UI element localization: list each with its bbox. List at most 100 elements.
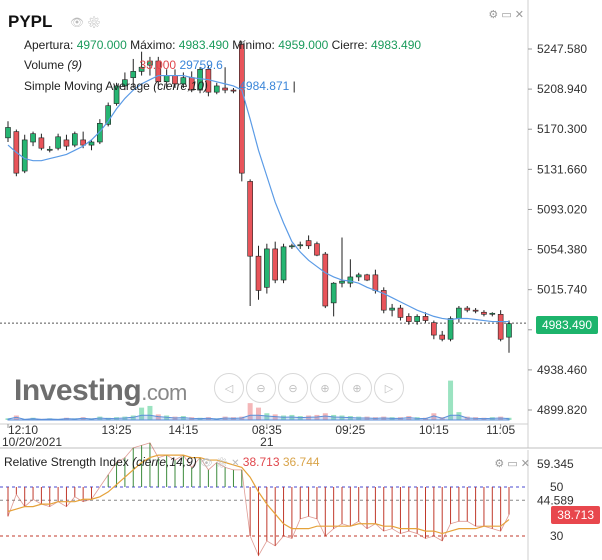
- candle-body: [63, 139, 70, 147]
- close-icon[interactable]: ✕: [514, 9, 524, 21]
- price-tick-label: 4938.460: [537, 363, 587, 377]
- candle-body: [280, 246, 287, 281]
- scroll-right-button[interactable]: ▷: [374, 373, 404, 403]
- rsi-tick-label: 59.345: [537, 457, 574, 471]
- rsi-signal-line: [7, 454, 510, 535]
- candle-body: [314, 243, 320, 256]
- rsi-tick-label: 44.589: [537, 493, 574, 507]
- candle-body: [422, 316, 429, 321]
- candle-body: [347, 276, 354, 284]
- volume-bar: [289, 414, 295, 420]
- volume-value: 33.000: [139, 58, 177, 72]
- time-tick-label: 14:15: [168, 423, 198, 437]
- volume-bar: [139, 407, 145, 420]
- candle-body: [197, 69, 203, 91]
- rsi-close-icon[interactable]: ✕: [520, 458, 530, 470]
- rsi-settings-icon[interactable]: ⚙: [494, 458, 505, 470]
- rsi-eye-icon[interactable]: 👁 ⚙ ✕: [200, 458, 240, 469]
- settings-icon[interactable]: ⚙: [488, 9, 499, 21]
- candle-body: [380, 290, 387, 311]
- candle-body: [230, 89, 237, 92]
- candle-body: [405, 316, 412, 322]
- candle-body: [113, 85, 120, 104]
- candle-body: [247, 181, 253, 257]
- volume-bar: [331, 414, 337, 420]
- high-label: Máximo:: [130, 38, 176, 52]
- candle-body: [38, 137, 45, 149]
- zoom-out-button[interactable]: ⊖: [246, 373, 276, 403]
- candle-body: [289, 245, 295, 248]
- volume-param: (9): [67, 58, 83, 72]
- volume-legend: Volume (9) 33.000 29759.6: [24, 58, 223, 72]
- candle-body: [497, 314, 504, 340]
- volume-bar: [431, 413, 437, 420]
- candle-body: [21, 139, 28, 172]
- candle-body: [264, 248, 270, 288]
- candle-body: [55, 136, 61, 149]
- candle-body: [222, 87, 228, 91]
- open-label: Apertura:: [24, 38, 74, 52]
- volume-average-area: [7, 414, 510, 421]
- minimize-icon[interactable]: ▭: [501, 9, 512, 21]
- scroll-left-button[interactable]: ◁: [214, 373, 244, 403]
- rsi-tick-label: 30: [550, 529, 564, 543]
- candle-body: [5, 127, 11, 139]
- high-value: 4983.490: [178, 38, 229, 52]
- candle-body: [80, 139, 86, 146]
- rsi-tick-label: 50: [550, 480, 564, 494]
- price-tick-label: 5208.940: [537, 82, 587, 96]
- candle-body: [506, 323, 512, 338]
- candle-body: [372, 274, 379, 291]
- zoom-in-button[interactable]: ⊕: [310, 373, 340, 403]
- date-label: 21: [260, 435, 274, 449]
- sma-line: [7, 74, 509, 323]
- volume-bar: [448, 380, 454, 420]
- zoom-in-alt-button[interactable]: ⊕: [342, 373, 372, 403]
- volume-bar: [314, 414, 320, 420]
- window-controls[interactable]: ⚙ ▭ ✕: [488, 8, 524, 21]
- volume-bar: [247, 403, 253, 420]
- time-tick-label: 10:15: [419, 423, 449, 437]
- candle-body: [330, 282, 337, 304]
- candle-body: [464, 307, 471, 311]
- rsi-params: (cierre,14,9): [132, 455, 197, 469]
- rsi-window-controls[interactable]: ⚙ ▭ ✕: [494, 457, 530, 470]
- volume-bar: [147, 405, 153, 420]
- candle-body: [322, 253, 329, 307]
- volume-avg-value: 29759.6: [179, 58, 223, 72]
- candle-body: [364, 274, 370, 281]
- candle-body: [122, 79, 128, 87]
- volume-label: Volume: [24, 58, 65, 72]
- rsi-title: Relative Strength Index: [4, 455, 129, 469]
- candle-body: [447, 318, 454, 340]
- price-tick-label: 5247.580: [537, 42, 587, 56]
- price-tick-label: 5170.300: [537, 122, 587, 136]
- rsi-legend: Relative Strength Index (cierre,14,9) 👁 …: [4, 455, 320, 469]
- candle-body: [155, 60, 162, 83]
- candle-body: [255, 255, 262, 291]
- candle-body: [305, 240, 312, 247]
- close-value: 4983.490: [371, 38, 422, 52]
- zoom-out-alt-button[interactable]: ⊖: [278, 373, 308, 403]
- candle-body: [180, 77, 187, 85]
- candle-body: [481, 311, 487, 315]
- candle-body: [339, 280, 345, 284]
- sma-label: Simple Moving Average: [24, 79, 150, 93]
- candle-body: [297, 244, 304, 247]
- volume-bar: [256, 407, 261, 420]
- candle-body: [355, 274, 362, 278]
- volume-bar: [264, 413, 270, 420]
- candle-body: [456, 307, 462, 319]
- rsi-signal-value: 36.744: [282, 455, 320, 469]
- rsi-minimize-icon[interactable]: ▭: [507, 458, 518, 470]
- candle-body: [389, 307, 395, 311]
- investing-logo: Investing.com: [14, 374, 187, 407]
- volume-bar: [272, 414, 278, 420]
- volume-bar: [456, 412, 462, 420]
- eye-icon[interactable]: 👁 ⚙: [70, 17, 101, 29]
- time-tick-label: 09:25: [335, 423, 365, 437]
- time-tick-label: 08:35: [252, 423, 282, 437]
- candle-body: [138, 66, 145, 72]
